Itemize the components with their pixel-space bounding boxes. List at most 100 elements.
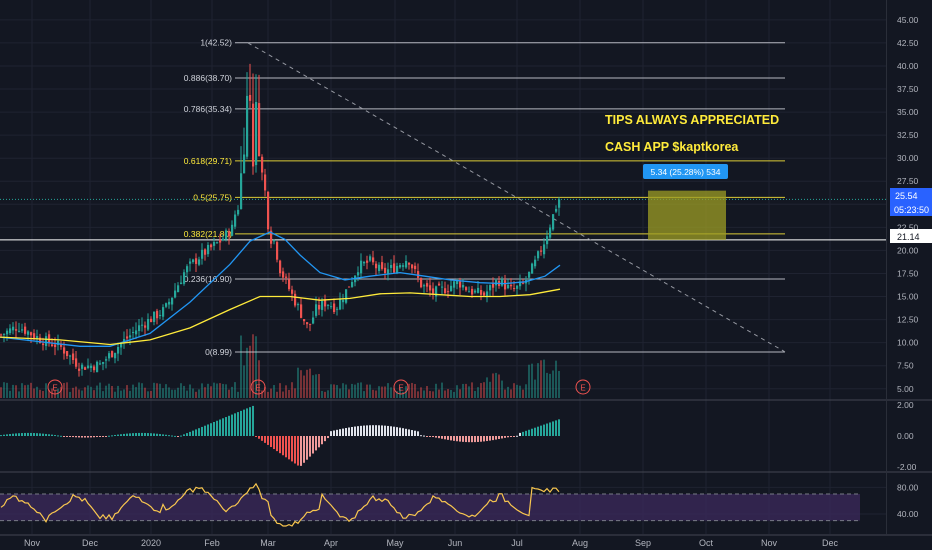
volume-bar	[111, 385, 113, 398]
macd-bar	[456, 436, 458, 442]
macd-bar	[309, 436, 311, 457]
volume-bar	[330, 384, 332, 398]
time-tick-label: Feb	[204, 538, 220, 548]
time-tick-label: Nov	[761, 538, 778, 548]
candle-body	[480, 290, 483, 295]
volume-bar	[321, 390, 323, 398]
earnings-marker[interactable]	[393, 379, 409, 395]
candle-body	[519, 281, 522, 287]
macd-bar	[432, 436, 434, 438]
volume-bar	[189, 384, 191, 398]
volume-bar	[183, 385, 185, 398]
time-axis[interactable]: Nov Dec 2020 Feb Mar Apr May Jun Jul Aug Sep Oct Nov…	[24, 538, 839, 548]
volume-bar	[333, 384, 335, 398]
rsi-line	[0, 482, 560, 527]
annotation-tips[interactable]: TIPS ALWAYS APPRECIATED	[605, 113, 779, 127]
volume-bar	[381, 386, 383, 398]
volume-bar	[201, 383, 203, 398]
candle-body	[378, 264, 381, 272]
volume-bar	[294, 388, 296, 398]
volume-bar	[165, 384, 167, 398]
fibonacci-retracement[interactable]: 1(42.52) 0.886(38.70) 0.786(35.34) 0.618(29…	[0, 38, 886, 357]
volume-bar	[237, 391, 239, 398]
macd-bar	[366, 425, 368, 436]
macd-bar	[228, 415, 230, 436]
macd-bar	[48, 434, 50, 436]
macd-bar	[408, 429, 410, 436]
macd-bar	[312, 436, 314, 454]
volume-bar	[288, 389, 290, 398]
pane-separators[interactable]	[0, 399, 932, 536]
macd-bar	[504, 436, 506, 438]
rsi-band-fill	[0, 494, 860, 521]
macd-bar	[162, 434, 164, 436]
candle-body	[306, 322, 309, 325]
candle-body	[225, 230, 228, 240]
macd-bar	[390, 426, 392, 436]
volume-bar	[159, 383, 161, 398]
candle-body	[336, 308, 339, 310]
macd-bar	[522, 431, 524, 436]
macd-bar	[327, 436, 329, 439]
macd-bar	[333, 430, 335, 436]
candle-body	[267, 191, 270, 230]
macd-bar	[465, 436, 467, 443]
candle-body	[90, 365, 93, 368]
candle-body	[555, 208, 558, 212]
macd-bar	[222, 418, 224, 436]
earnings-marker[interactable]	[575, 379, 591, 395]
price-tick-label: 7.50	[897, 361, 914, 371]
annotation-cashapp[interactable]: CASH APP $kaptkorea	[605, 140, 739, 154]
earnings-marker[interactable]	[250, 379, 266, 395]
macd-bar	[138, 432, 140, 436]
macd-histogram	[0, 405, 560, 466]
volume-bar	[75, 386, 77, 398]
macd-bar	[306, 436, 308, 460]
candle-body	[516, 285, 519, 289]
volume-bar	[438, 389, 440, 398]
candle-body	[471, 288, 474, 295]
earnings-marker[interactable]	[47, 379, 63, 395]
fib-level-label: 0.5(25.75)	[193, 192, 232, 202]
candle-body	[477, 287, 480, 293]
macd-bar	[486, 436, 488, 442]
macd-bar	[420, 435, 422, 437]
volume-bar	[141, 383, 143, 398]
volume-bar	[348, 389, 350, 398]
macd-bar	[207, 424, 209, 436]
candle-body	[201, 249, 204, 259]
macd-bar	[54, 435, 56, 437]
candle-body	[84, 367, 87, 370]
candle-body	[234, 214, 237, 227]
candle-body	[171, 297, 174, 305]
macd-bar	[423, 435, 425, 437]
volume-bar	[399, 387, 401, 398]
candle-body	[12, 326, 15, 331]
macd-bar	[18, 433, 20, 436]
candle-body	[393, 263, 396, 273]
volume-bar	[453, 391, 455, 398]
time-tick-label: Dec	[822, 538, 839, 548]
volume-bar	[204, 387, 206, 398]
time-tick-label: Apr	[324, 538, 338, 548]
macd-bar	[321, 436, 323, 445]
candle-body	[414, 265, 417, 270]
candle-body	[375, 263, 378, 269]
candle-body	[351, 282, 354, 287]
candle-body	[339, 299, 342, 310]
macd-bar	[24, 432, 26, 436]
macd-bar	[258, 436, 260, 439]
volume-bar	[402, 391, 404, 398]
macd-bar	[75, 436, 77, 438]
volume-bar	[114, 391, 116, 398]
price-range-measure[interactable]	[648, 190, 726, 240]
measure-box[interactable]	[648, 190, 726, 240]
macd-bar	[324, 436, 326, 442]
volume-bar	[447, 389, 449, 398]
macd-bar	[192, 430, 194, 436]
candle-body	[450, 285, 453, 292]
volume-bar	[486, 377, 488, 398]
macd-bar	[510, 436, 512, 437]
